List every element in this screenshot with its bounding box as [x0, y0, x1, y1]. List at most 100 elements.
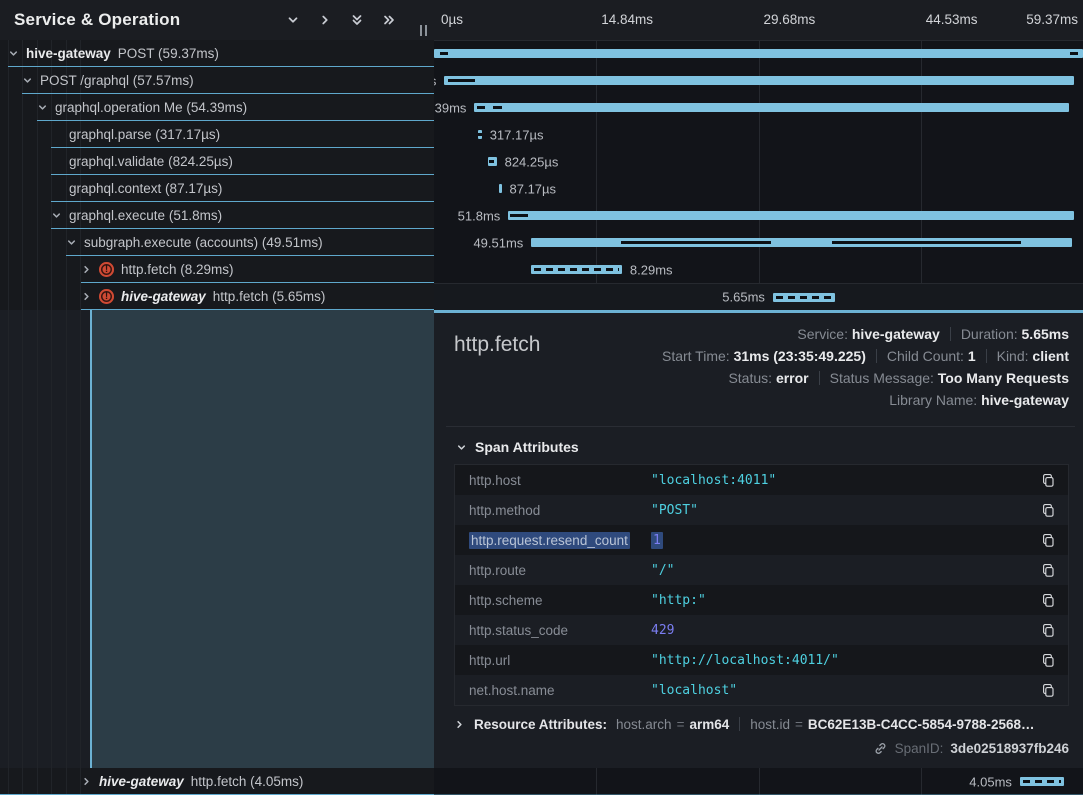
chevron-down-icon[interactable] [286, 13, 300, 27]
span-label: POST (59.37ms) [118, 46, 219, 61]
waterfall-row: 87.17µs [434, 175, 1083, 202]
span-label: http.fetch (5.65ms) [213, 289, 326, 304]
meta-value: client [1032, 348, 1069, 364]
waterfall-row: 824.25µs [434, 148, 1083, 175]
span-bar[interactable] [773, 293, 835, 302]
double-chevron-down-icon[interactable] [350, 13, 364, 27]
service-name: hive-gateway [26, 46, 111, 61]
tree-row[interactable]: graphql.operation Me (54.39ms) [0, 94, 434, 121]
span-meta: Service: hive-gatewayDuration: 5.65msSta… [662, 323, 1069, 411]
attribute-value: 1 [651, 533, 1041, 548]
tree-header: Service & Operation [0, 0, 434, 40]
meta-line: Service: hive-gatewayDuration: 5.65ms [662, 323, 1069, 345]
timeline-tick: 59.37ms [1026, 12, 1078, 27]
chevron-down-icon[interactable] [8, 48, 19, 59]
attribute-row: http.method"POST" [455, 495, 1068, 525]
resource-value: BC62E13B-C4CC-5854-9788-2568… [808, 717, 1035, 732]
tree-row[interactable]: graphql.validate (824.25µs) [0, 148, 434, 175]
tree-row[interactable]: graphql.parse (317.17µs) [0, 121, 434, 148]
error-icon: ! [99, 262, 114, 277]
attribute-row: http.scheme"http:" [455, 585, 1068, 615]
resource-attributes-row[interactable]: Resource Attributes: host.arch=arm64host… [454, 717, 1069, 732]
chevron-right-icon[interactable] [81, 264, 92, 275]
chevron-down-icon[interactable] [66, 237, 77, 248]
child-span-tick [493, 106, 502, 109]
tree-row[interactable]: POST /graphql (57.57ms) [0, 67, 434, 94]
bar-duration-label: 317.17µs [490, 127, 544, 142]
tree-title: Service & Operation [14, 10, 180, 30]
span-bar[interactable] [1020, 777, 1064, 786]
chevron-down-icon[interactable] [22, 75, 33, 86]
chevron-right-icon[interactable] [81, 291, 92, 302]
tree-row[interactable]: graphql.context (87.17µs) [0, 175, 434, 202]
selected-span-block [90, 310, 434, 768]
span-bar[interactable] [474, 103, 1069, 112]
copy-button[interactable] [1041, 533, 1056, 548]
child-span-tick [510, 214, 528, 217]
tree-row[interactable]: ! http.fetch (8.29ms) [0, 256, 434, 283]
span-bar[interactable] [531, 238, 1072, 247]
copy-button[interactable] [1041, 473, 1056, 488]
copy-icon [1041, 503, 1056, 518]
link-icon[interactable] [873, 741, 888, 756]
attribute-value: 429 [651, 623, 1041, 638]
copy-button[interactable] [1041, 593, 1056, 608]
divider [986, 349, 987, 363]
bar-duration-label: 5.65ms [722, 290, 765, 305]
meta-label: Kind: [997, 348, 1029, 364]
copy-button[interactable] [1041, 653, 1056, 668]
copy-button[interactable] [1041, 683, 1056, 698]
span-bar[interactable] [531, 265, 622, 274]
bar-duration-label: 824.25µs [505, 154, 559, 169]
span-bar[interactable] [444, 76, 1073, 85]
copy-icon [1041, 473, 1056, 488]
timeline-tick: 44.53ms [926, 12, 978, 27]
divider [950, 327, 951, 341]
meta-line: Library Name: hive-gateway [662, 389, 1069, 411]
span-attributes-heading[interactable]: Span Attributes [456, 439, 1069, 455]
bar-duration-label: 51.8ms [458, 208, 501, 223]
copy-icon [1041, 623, 1056, 638]
meta-line: Start Time: 31ms (23:35:49.225)Child Cou… [662, 345, 1069, 367]
tree-row[interactable]: subgraph.execute (accounts) (49.51ms) [0, 229, 434, 256]
attribute-key: net.host.name [469, 683, 651, 698]
chevron-down-icon[interactable] [37, 102, 48, 113]
span-bar[interactable] [478, 130, 482, 139]
chevron-right-icon[interactable] [318, 13, 332, 27]
panel-resize-handle[interactable] [420, 25, 427, 36]
chevron-right-icon[interactable] [81, 776, 92, 787]
tree-toolbar [286, 13, 396, 27]
span-bar[interactable] [488, 157, 497, 166]
chevron-down-icon[interactable] [51, 210, 62, 221]
span-label: POST /graphql (57.57ms) [40, 73, 194, 88]
span-bar[interactable] [499, 184, 502, 193]
child-span-tick [477, 106, 486, 109]
span-title: http.fetch [454, 333, 540, 357]
waterfall-row: 8.29ms [434, 256, 1083, 283]
attribute-value: "POST" [651, 503, 1041, 518]
tree-row[interactable]: graphql.execute (51.8ms) [0, 202, 434, 229]
tree-row[interactable]: hive-gatewayhttp.fetch (4.05ms) [0, 768, 434, 795]
bar-duration-label: 49.51ms [473, 235, 523, 250]
waterfall-row: 317.17µs [434, 121, 1083, 148]
meta-value: error [776, 370, 809, 386]
span-label: http.fetch (8.29ms) [121, 262, 234, 277]
tree-row[interactable]: !hive-gatewayhttp.fetch (5.65ms) [0, 283, 434, 310]
spanid-value: 3de02518937fb246 [950, 741, 1069, 756]
child-span-tick [1070, 52, 1078, 55]
double-chevron-right-icon[interactable] [382, 13, 396, 27]
bar-duration-label: 54.39ms [434, 100, 466, 115]
attribute-key: http.url [469, 653, 651, 668]
copy-button[interactable] [1041, 623, 1056, 638]
waterfall-row: 49.51ms [434, 229, 1083, 256]
attribute-key: http.route [469, 563, 651, 578]
copy-button[interactable] [1041, 563, 1056, 578]
copy-button[interactable] [1041, 503, 1056, 518]
divider [819, 371, 820, 385]
timeline-tick: 14.84ms [601, 12, 653, 27]
span-label: graphql.validate (824.25µs) [69, 154, 233, 169]
span-bar[interactable] [508, 211, 1074, 220]
tree-row[interactable]: hive-gateway POST (59.37ms) [0, 40, 434, 67]
span-bar[interactable] [434, 49, 1083, 58]
resource-key: host.arch [616, 717, 672, 732]
